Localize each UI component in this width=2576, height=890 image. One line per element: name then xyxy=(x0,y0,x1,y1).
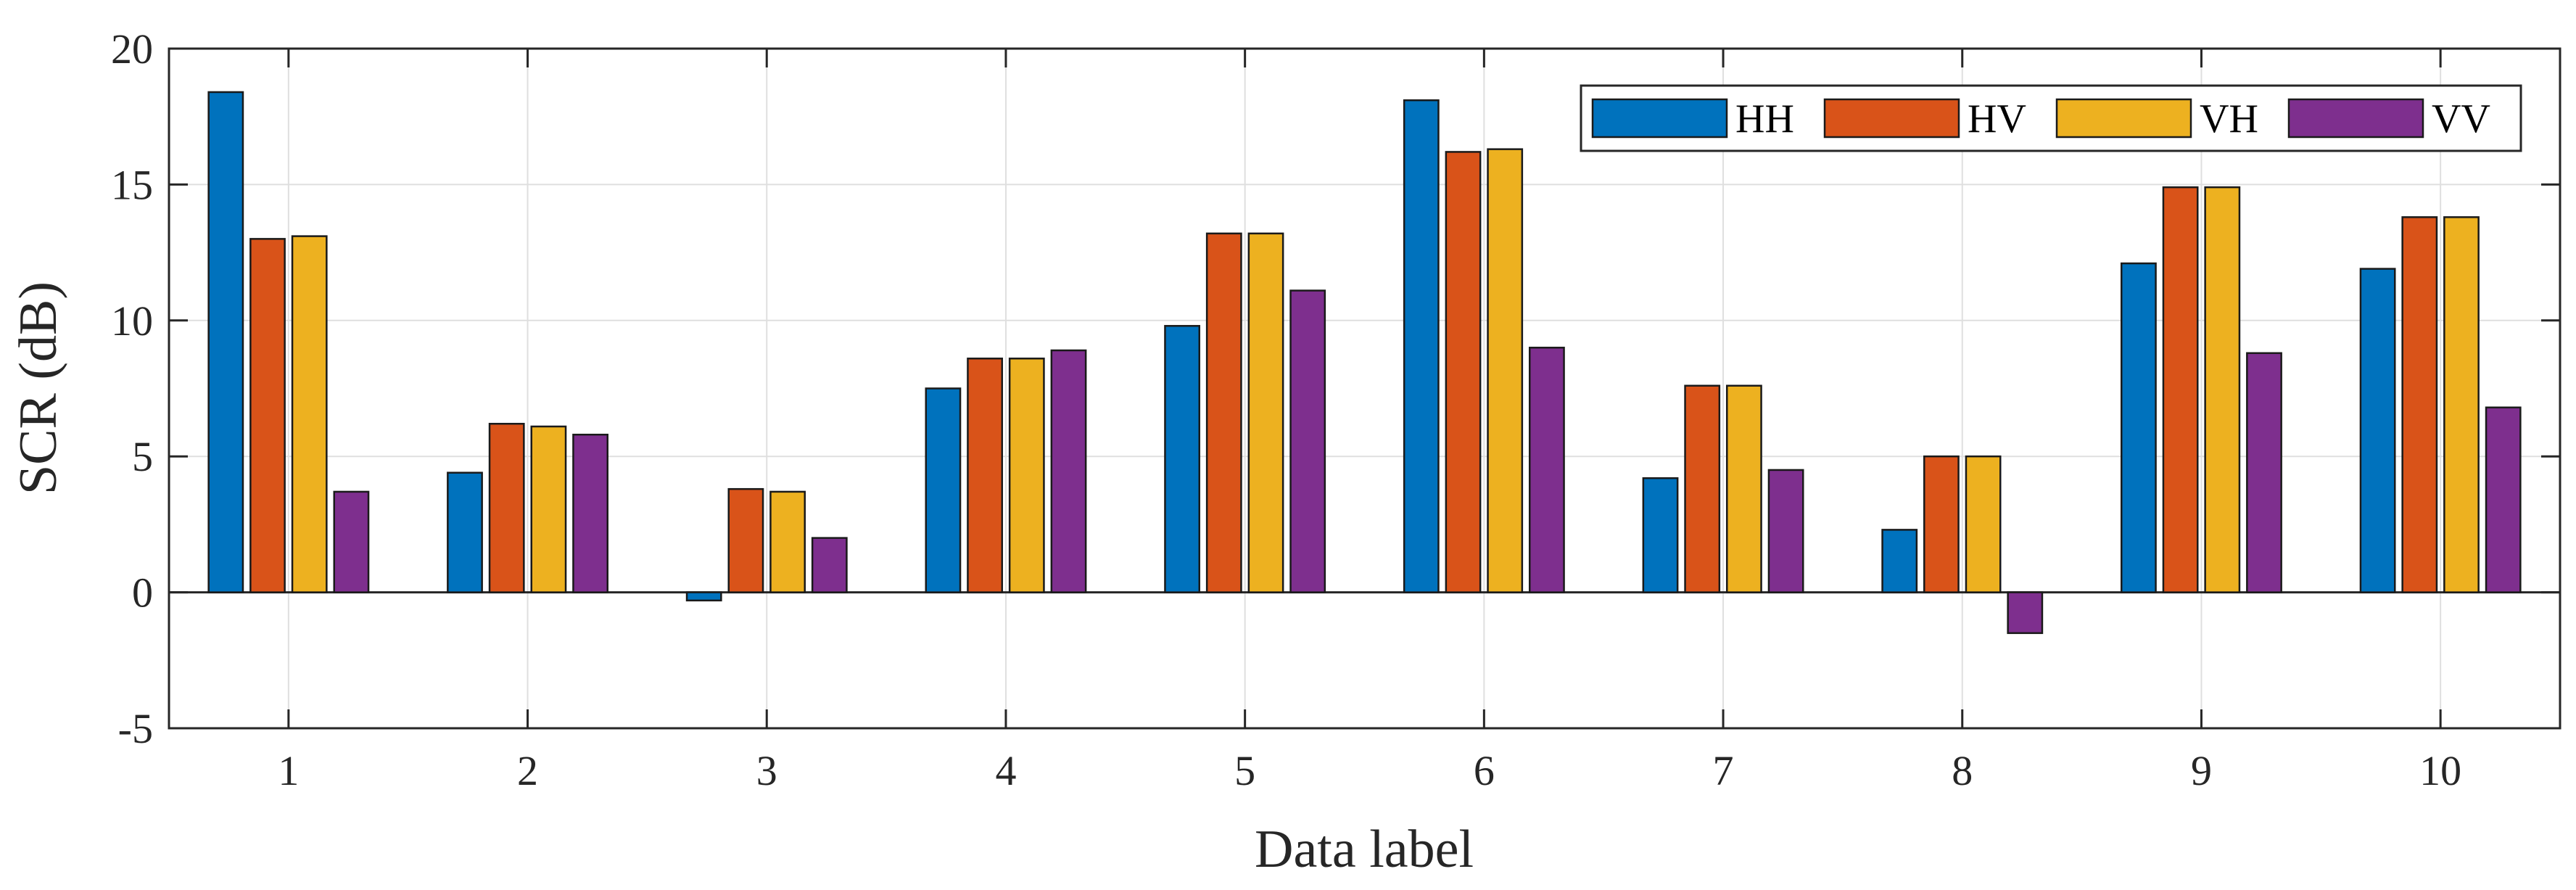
x-tick-label: 1 xyxy=(278,747,299,794)
legend-label-hh: HH xyxy=(1735,96,1794,141)
x-tick-label: 5 xyxy=(1234,747,1255,794)
bar-hv-8 xyxy=(1923,455,1960,593)
plot-background xyxy=(169,49,2560,728)
bar-hh-4 xyxy=(925,387,962,593)
legend-swatch-vh xyxy=(2055,98,2192,139)
bar-vh-8 xyxy=(1965,455,2002,593)
y-tick-label: 20 xyxy=(111,25,153,73)
y-tick-label: -5 xyxy=(118,705,153,752)
bar-hh-3 xyxy=(685,591,722,602)
bar-vv-6 xyxy=(1528,347,1565,593)
bars xyxy=(207,91,2522,635)
x-tick-label: 8 xyxy=(1952,747,1973,794)
bar-vh-4 xyxy=(1008,358,1045,593)
bar-hv-2 xyxy=(488,422,525,593)
y-axis-title: SCR (dB) xyxy=(9,281,68,495)
plot-frame xyxy=(168,47,2561,730)
bar-vh-6 xyxy=(1487,148,1524,593)
bar-vv-5 xyxy=(1289,289,1326,593)
legend-label-vv: VV xyxy=(2432,96,2490,141)
bar-vh-10 xyxy=(2443,216,2480,593)
bar-hv-5 xyxy=(1205,232,1242,593)
bar-hv-10 xyxy=(2401,216,2438,593)
x-tick-label: 3 xyxy=(756,747,777,794)
y-tick-labels: -5 0 5 10 15 20 xyxy=(111,25,153,752)
bar-vh-9 xyxy=(2204,186,2241,593)
x-tick-label: 7 xyxy=(1713,747,1734,794)
x-tick-labels: 1 2 3 4 5 6 7 8 9 10 xyxy=(278,747,2461,794)
y-tick-label: 10 xyxy=(111,297,153,345)
bar-hh-9 xyxy=(2120,262,2157,593)
bar-hh-8 xyxy=(1881,529,1918,593)
y-tick-label: 15 xyxy=(111,161,153,208)
tick-marks xyxy=(169,47,2560,730)
bar-hh-2 xyxy=(447,471,483,593)
bar-hh-1 xyxy=(207,91,244,593)
x-tick-label: 2 xyxy=(517,747,538,794)
bar-hv-1 xyxy=(249,238,286,593)
legend-label-vh: VH xyxy=(2200,96,2258,141)
bar-vh-1 xyxy=(291,235,328,593)
bar-vh-3 xyxy=(769,490,806,593)
bar-vv-4 xyxy=(1050,349,1087,593)
bar-hh-6 xyxy=(1403,99,1440,593)
bar-vh-2 xyxy=(530,425,567,593)
bar-vv-2 xyxy=(572,433,609,593)
bar-hv-7 xyxy=(1684,384,1721,593)
bar-hh-7 xyxy=(1642,477,1679,593)
y-tick-label: 0 xyxy=(132,569,153,617)
legend-swatch-hh xyxy=(1591,98,1728,139)
legend-swatch-hv xyxy=(1823,98,1960,139)
legend-label-hv: HV xyxy=(1968,96,2026,141)
bar-vv-7 xyxy=(1767,469,1804,593)
x-tick-label: 9 xyxy=(2191,747,2212,794)
bar-vh-7 xyxy=(1725,384,1762,593)
bar-vh-5 xyxy=(1247,232,1284,593)
x-axis-title: Data label xyxy=(1255,820,1474,879)
x-tick-label: 4 xyxy=(995,747,1016,794)
legend-swatch-vv xyxy=(2287,98,2424,139)
bar-vv-3 xyxy=(811,537,848,593)
bar-vv-9 xyxy=(2246,352,2282,593)
bar-hh-10 xyxy=(2359,268,2396,593)
bar-hh-5 xyxy=(1164,325,1201,593)
legend: HH HV VH VV xyxy=(1580,84,2522,152)
bar-hv-9 xyxy=(2162,186,2199,593)
bar-vv-8 xyxy=(2007,591,2044,635)
x-tick-label: 10 xyxy=(2419,747,2461,794)
bar-hv-4 xyxy=(967,358,1004,593)
bar-vv-1 xyxy=(333,490,370,593)
x-tick-label: 6 xyxy=(1474,747,1495,794)
y-tick-label: 5 xyxy=(132,433,153,480)
bar-hv-6 xyxy=(1445,151,1482,593)
bar-hv-3 xyxy=(727,487,764,593)
bar-vv-10 xyxy=(2485,406,2522,593)
